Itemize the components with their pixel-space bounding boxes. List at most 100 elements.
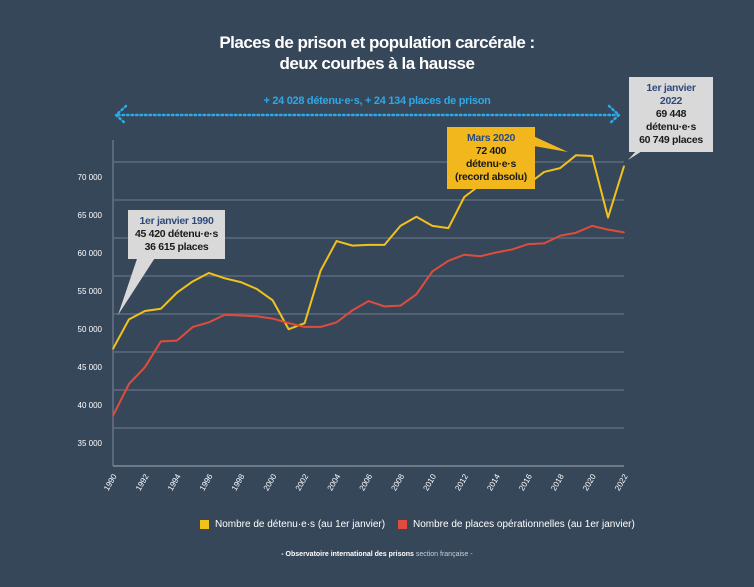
data-point	[623, 165, 625, 168]
data-point	[335, 240, 338, 242]
annotation-2022: 1er janvier 2022 69 448 détenu·e·s 60 74…	[629, 77, 713, 152]
data-point	[192, 280, 194, 283]
data-point	[128, 383, 130, 385]
data-point	[239, 314, 242, 317]
legend-swatch	[398, 520, 407, 529]
arrow-head-right	[607, 104, 621, 126]
data-point	[271, 299, 274, 302]
data-point	[591, 155, 593, 157]
x-tick-label: 1998	[230, 472, 247, 492]
x-tick-label: 2008	[389, 472, 406, 492]
legend-swatch	[200, 520, 209, 529]
x-tick-label: 2006	[358, 472, 375, 492]
data-point	[399, 225, 402, 227]
data-point	[144, 366, 146, 369]
annotation-head: 1er janvier 2022	[646, 82, 696, 107]
annotation-line: 60 749 places	[639, 134, 703, 146]
x-tick-label: 2020	[581, 472, 598, 492]
data-point	[144, 310, 146, 312]
data-point	[575, 154, 577, 156]
annotation-line: 69 448 détenu·e·s	[645, 108, 697, 133]
data-point	[303, 326, 306, 328]
annotation-head: 1er janvier 1990	[139, 215, 214, 227]
data-point	[607, 228, 609, 231]
data-point	[399, 304, 402, 307]
data-point	[255, 288, 258, 290]
y-tick-label: 70 000	[78, 173, 103, 182]
x-tick-label: 1990	[102, 472, 119, 492]
x-tick-label: 2018	[549, 472, 566, 492]
x-tick-label: 2014	[485, 472, 502, 492]
data-point	[287, 328, 290, 331]
data-point	[255, 315, 258, 318]
annotation-line: 36 615 places	[144, 241, 209, 253]
data-point	[192, 326, 194, 328]
data-point	[176, 291, 178, 294]
data-point	[415, 293, 418, 296]
data-point	[367, 244, 370, 246]
chart-title: Places de prison et population carcérale…	[219, 33, 535, 52]
data-point	[335, 321, 338, 324]
data-point	[367, 300, 370, 302]
data-point	[223, 277, 226, 280]
x-tick-label: 2010	[421, 472, 438, 492]
legend-label: Nombre de détenu·e·s (au 1er janvier)	[215, 519, 386, 530]
annotation-line: (record absolu)	[455, 171, 527, 183]
x-tick-label: 2002	[294, 472, 311, 492]
data-point	[623, 231, 625, 234]
data-point	[591, 225, 593, 227]
y-tick-label: 60 000	[78, 249, 103, 258]
data-point	[319, 269, 322, 272]
data-point	[160, 340, 162, 343]
data-point	[319, 326, 322, 328]
annotation-line: 45 420 détenu·e·s	[134, 228, 219, 240]
y-tick-label: 45 000	[78, 363, 103, 372]
data-point	[447, 260, 450, 262]
data-point	[543, 242, 545, 245]
data-point	[351, 309, 354, 312]
x-tick-label: 2004	[326, 472, 343, 492]
y-tick-label: 50 000	[78, 325, 103, 334]
legend-label: Nombre de places opérationnelles (au 1er…	[413, 519, 635, 530]
data-point	[351, 244, 354, 247]
data-point	[160, 307, 162, 310]
data-point	[447, 227, 450, 229]
x-tick-label: 2012	[453, 472, 470, 492]
x-tick-label: 2016	[517, 472, 534, 492]
data-point	[431, 225, 434, 227]
data-point	[431, 270, 434, 273]
data-point	[239, 281, 242, 283]
x-tick-label: 1992	[134, 472, 151, 492]
data-point	[223, 313, 226, 316]
data-point	[463, 196, 466, 198]
data-point	[208, 321, 210, 324]
x-tick-label: 2000	[262, 472, 279, 492]
x-tick-label: 1994	[166, 472, 183, 492]
annotation-2020: Mars 2020 72 400 détenu·e·s (record abso…	[447, 127, 535, 189]
y-tick-label: 40 000	[78, 401, 103, 410]
arrow-head-left	[114, 104, 128, 126]
data-point	[112, 414, 114, 417]
data-point	[208, 272, 210, 274]
data-point	[383, 305, 386, 308]
data-point	[415, 215, 418, 218]
annotation-pointer	[118, 250, 160, 315]
data-point	[559, 167, 561, 169]
data-point	[271, 317, 274, 320]
data-point	[112, 348, 114, 350]
data-point	[543, 171, 545, 173]
span-annotation: + 24 028 détenu·e·s, + 24 134 places de …	[263, 95, 491, 107]
data-point	[383, 244, 386, 246]
data-point	[479, 255, 482, 258]
y-tick-label: 35 000	[78, 439, 103, 448]
x-tick-label: 1996	[198, 472, 215, 492]
data-point	[495, 251, 498, 254]
legend-item-detenus: Nombre de détenu·e·s (au 1er janvier)	[200, 519, 385, 530]
y-tick-label: 55 000	[78, 287, 103, 296]
annotation-head: Mars 2020	[466, 132, 516, 144]
data-point	[511, 248, 514, 251]
annotation-line: 72 400 détenu·e·s	[465, 145, 517, 170]
data-point	[176, 339, 178, 342]
data-point	[463, 253, 466, 256]
